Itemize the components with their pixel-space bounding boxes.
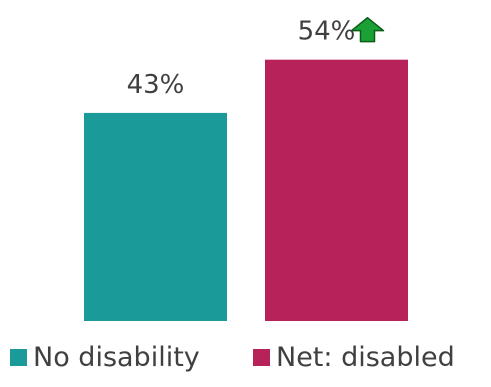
bar-net-disabled	[265, 59, 408, 322]
annotations-group	[350, 16, 385, 43]
legend-label-no-disability: No disability	[33, 342, 200, 373]
data-labels-group: 43% 54%	[127, 17, 356, 100]
data-label-net-disabled: 54%	[298, 17, 356, 47]
bars-group	[84, 59, 408, 322]
legend-swatch-net-disabled	[253, 349, 270, 366]
up-arrow-icon	[350, 16, 385, 43]
bar-no-disability	[84, 112, 227, 322]
legend-label-net-disabled: Net: disabled	[276, 342, 455, 373]
legend: No disability Net: disabled	[10, 342, 455, 373]
data-label-no-disability: 43%	[127, 70, 185, 100]
legend-swatch-no-disability	[10, 349, 27, 366]
